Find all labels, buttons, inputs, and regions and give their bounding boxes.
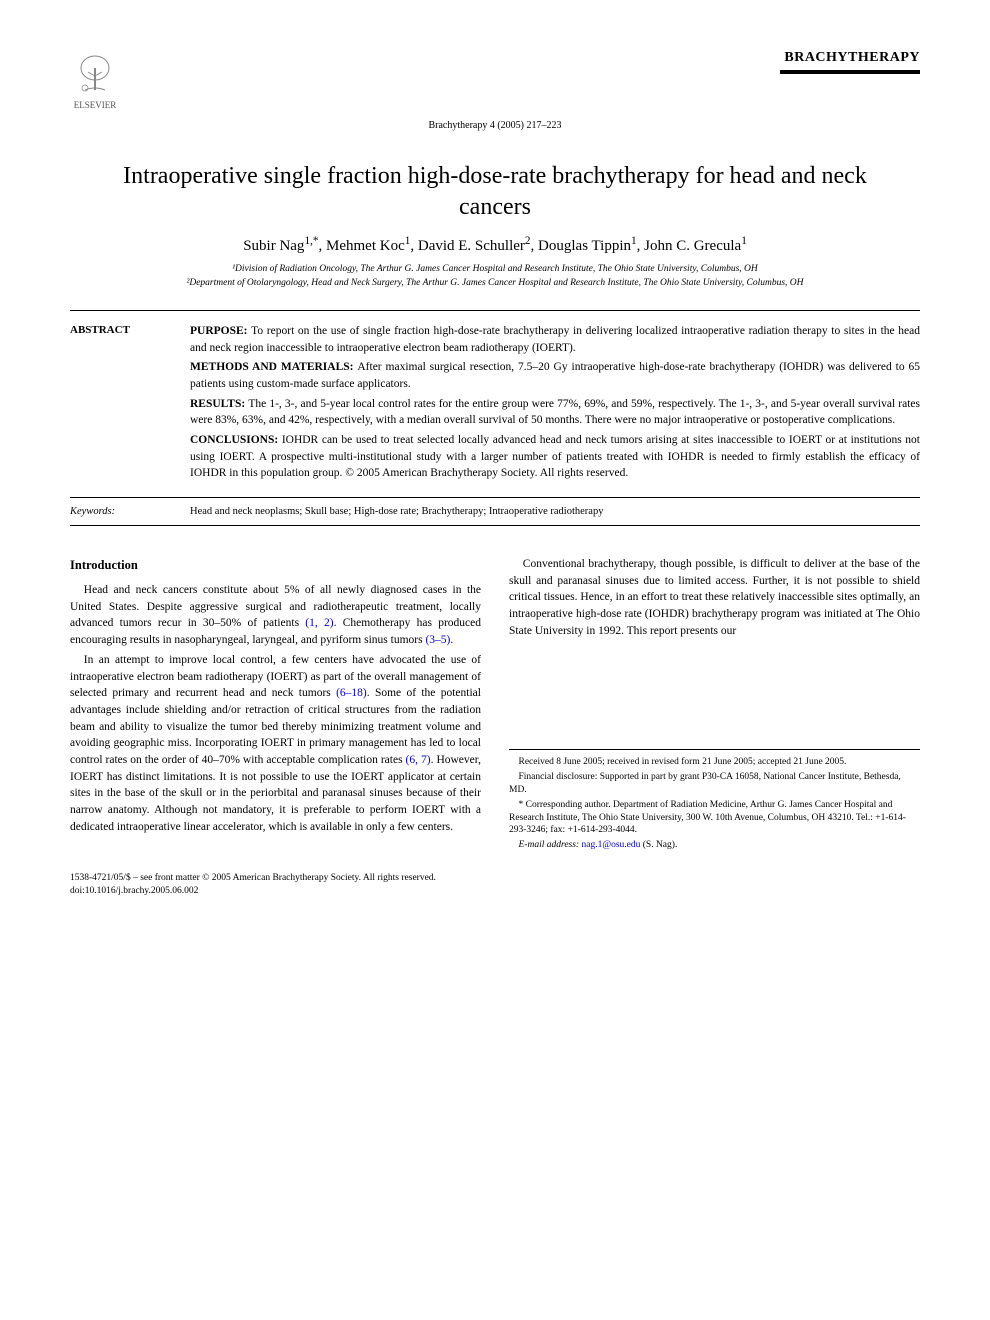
publisher-logo: ELSEVIER [70, 50, 120, 110]
intro-p1: Head and neck cancers constitute about 5… [70, 582, 481, 649]
footnote-corresponding: * Corresponding author. Department of Ra… [509, 799, 920, 837]
abstract-methods: METHODS AND MATERIALS: After maximal sur… [190, 359, 920, 392]
affiliations: ¹Division of Radiation Oncology, The Art… [70, 263, 920, 290]
header-row: ELSEVIER BRACHYTHERAPY [70, 50, 920, 110]
footer: 1538-4721/05/$ – see front matter © 2005… [70, 872, 920, 899]
body-columns: Introduction Head and neck cancers const… [70, 556, 920, 852]
ref-link-3-5[interactable]: (3–5) [425, 634, 450, 646]
journal-rule [780, 70, 920, 74]
ref-link-1-2[interactable]: (1, 2) [305, 617, 333, 629]
email-link[interactable]: nag.1@osu.edu [581, 840, 640, 850]
journal-name-block: BRACHYTHERAPY [780, 50, 920, 74]
authors-line: Subir Nag1,*, Mehmet Koc1, David E. Schu… [70, 235, 920, 255]
abstract-purpose: PURPOSE: To report on the use of single … [190, 323, 920, 356]
introduction-heading: Introduction [70, 556, 481, 574]
citation: Brachytherapy 4 (2005) 217–223 [70, 120, 920, 131]
footer-copyright: 1538-4721/05/$ – see front matter © 2005… [70, 872, 920, 885]
keywords-text: Head and neck neoplasms; Skull base; Hig… [190, 506, 920, 517]
footnote-email: E-mail address: nag.1@osu.edu (S. Nag). [509, 839, 920, 852]
abstract-label: ABSTRACT [70, 323, 170, 485]
article-title: Intraoperative single fraction high-dose… [100, 161, 890, 223]
keywords-row: Keywords: Head and neck neoplasms; Skull… [70, 498, 920, 526]
intro-p2: In an attempt to improve local control, … [70, 652, 481, 835]
journal-name: BRACHYTHERAPY [780, 50, 920, 66]
affiliation-1: ¹Division of Radiation Oncology, The Art… [70, 263, 920, 276]
elsevier-tree-icon [70, 50, 120, 100]
footnotes: Received 8 June 2005; received in revise… [509, 749, 920, 852]
keywords-label: Keywords: [70, 506, 170, 517]
footnote-disclosure: Financial disclosure: Supported in part … [509, 771, 920, 797]
publisher-name: ELSEVIER [74, 100, 117, 110]
footnote-received: Received 8 June 2005; received in revise… [509, 756, 920, 769]
ref-link-6-7[interactable]: (6, 7) [406, 754, 431, 766]
footer-doi: doi:10.1016/j.brachy.2005.06.002 [70, 885, 920, 898]
abstract-block: ABSTRACT PURPOSE: To report on the use o… [70, 310, 920, 498]
intro-p3: Conventional brachytherapy, though possi… [509, 556, 920, 639]
affiliation-2: ²Department of Otolaryngology, Head and … [70, 277, 920, 290]
ref-link-6-18[interactable]: (6–18) [336, 687, 367, 699]
abstract-conclusions: CONCLUSIONS: IOHDR can be used to treat … [190, 432, 920, 482]
abstract-results: RESULTS: The 1-, 3-, and 5-year local co… [190, 396, 920, 429]
abstract-body: PURPOSE: To report on the use of single … [190, 323, 920, 485]
